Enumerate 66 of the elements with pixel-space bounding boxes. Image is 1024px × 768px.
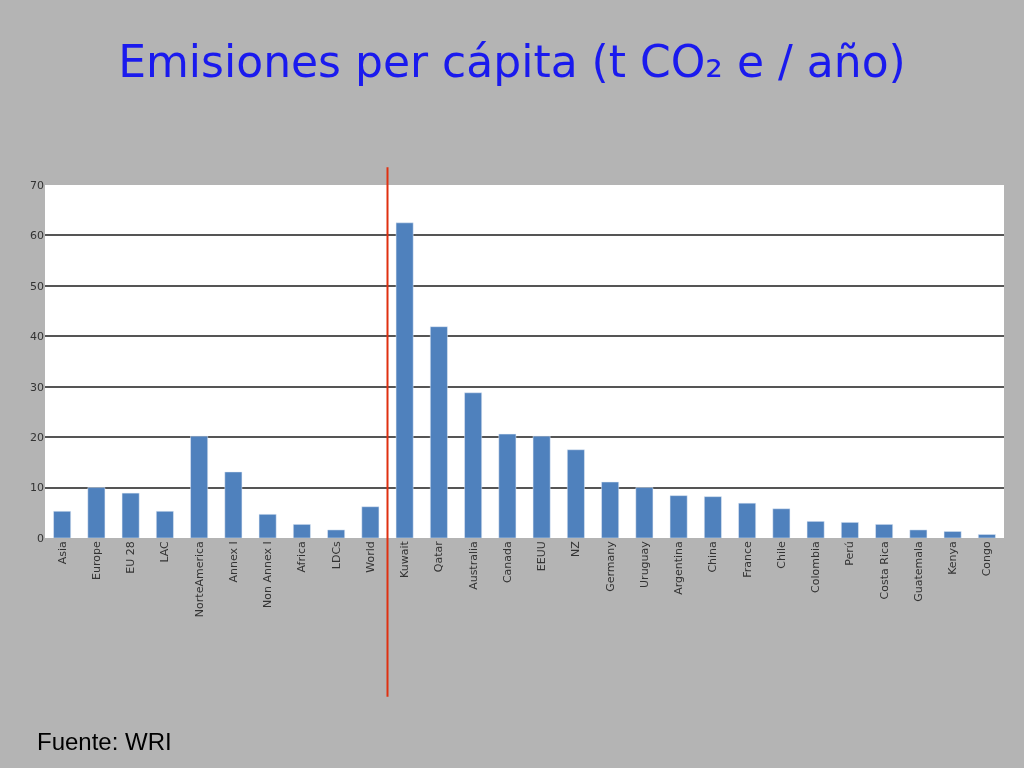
bar [909, 529, 928, 538]
bar [738, 502, 756, 538]
x-tick-label: Congo [980, 540, 994, 577]
bar [224, 471, 243, 538]
bar [943, 531, 962, 538]
y-tick-label: 10 [30, 481, 44, 495]
x-tick-label: LAC [158, 540, 172, 563]
x-tick-label: Perú [843, 541, 857, 566]
bar [53, 511, 71, 538]
x-tick-label: Guatemala [911, 541, 925, 602]
y-tick-label: 70 [30, 178, 44, 192]
x-tick-label: Kuwait [398, 540, 412, 578]
bar [156, 511, 174, 538]
bar [704, 496, 722, 538]
x-tick-label: Non Annex I [261, 541, 275, 608]
bar [567, 449, 585, 538]
y-tick-label: 30 [30, 380, 44, 394]
x-tick-label: World [363, 541, 377, 573]
bar [87, 487, 106, 538]
y-tick-label: 20 [30, 430, 44, 444]
bar [978, 534, 996, 538]
bar [635, 487, 654, 538]
x-tick-label: France [740, 540, 754, 578]
x-tick-label: Chile [774, 540, 788, 569]
x-tick-label: NorteAmerica [192, 541, 206, 618]
x-tick-label: NZ [569, 540, 583, 557]
bar [601, 481, 619, 538]
x-tick-label: Uruguay [637, 540, 651, 588]
bar [806, 521, 825, 538]
bar [327, 529, 345, 538]
chart-title: Emisiones per cápita (t CO₂ e / año) [118, 35, 906, 87]
bar [361, 506, 380, 538]
x-tick-label: Argentina [672, 541, 686, 595]
x-tick-label: Annex I [226, 541, 240, 583]
x-tick-label: Europe [89, 540, 103, 580]
bar [293, 524, 311, 538]
source-note: Fuente: WRI [37, 728, 172, 755]
bar [498, 433, 517, 538]
bar [190, 435, 208, 538]
bar [841, 522, 859, 538]
y-tick-label: 40 [30, 330, 44, 344]
x-tick-label: Asia [55, 541, 69, 565]
x-tick-label: Australia [466, 541, 480, 590]
y-tick-label: 0 [37, 531, 44, 545]
x-tick-label: EEUU [535, 541, 549, 572]
x-tick-label: Africa [295, 541, 309, 573]
bar [669, 495, 688, 538]
bar [258, 514, 277, 538]
x-tick-label: Kenya [946, 541, 960, 575]
bar [772, 508, 791, 538]
bar [464, 392, 482, 538]
x-tick-label: Germany [603, 540, 617, 592]
x-tick-label: Colombia [809, 541, 823, 593]
bar [430, 326, 448, 538]
bar [395, 222, 414, 538]
x-tick-label: Canada [500, 541, 514, 584]
bar [121, 492, 140, 538]
x-tick-label: Qatar [432, 540, 446, 573]
x-tick-label: EU 28 [124, 541, 138, 574]
x-tick-label: China [706, 541, 720, 573]
bar [875, 524, 893, 538]
y-tick-label: 50 [30, 279, 44, 293]
x-tick-label: Costa Rica [877, 541, 891, 600]
bar [532, 435, 551, 538]
y-tick-label: 60 [30, 229, 44, 243]
x-tick-label: LDCs [329, 540, 343, 570]
